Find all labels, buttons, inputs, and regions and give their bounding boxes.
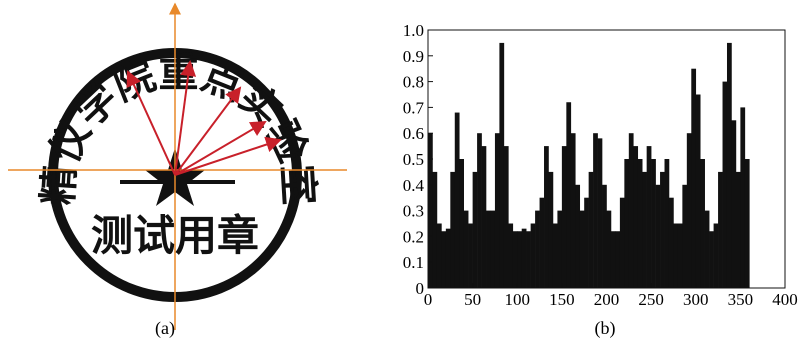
bar	[673, 224, 678, 289]
x-tick-label: 250	[638, 290, 664, 309]
bar	[450, 172, 455, 288]
bar	[441, 231, 446, 288]
bar	[508, 224, 513, 289]
bar	[566, 102, 571, 288]
bar	[723, 82, 728, 288]
stamp-panel: 精仪学院重点实验室 测试用章 (a)	[8, 4, 347, 339]
caption: (a)	[155, 318, 175, 339]
bar	[629, 133, 634, 288]
bar	[745, 159, 750, 288]
bar	[624, 159, 629, 288]
bar	[517, 231, 522, 288]
bar	[455, 113, 460, 288]
bar	[531, 224, 536, 289]
bar	[557, 211, 562, 288]
bar	[504, 146, 509, 288]
y-tick-label: 1.0	[403, 21, 424, 40]
bar	[495, 133, 500, 288]
bar	[611, 231, 616, 288]
bar	[446, 229, 451, 288]
bar	[602, 185, 607, 288]
bar	[696, 95, 701, 289]
bar	[736, 172, 741, 288]
x-tick-label: 200	[594, 290, 620, 309]
bar	[714, 224, 719, 289]
x-tick-label: 350	[728, 290, 754, 309]
y-tick-label: 0.3	[403, 202, 424, 221]
bar	[522, 229, 527, 288]
bar	[593, 133, 598, 288]
y-tick-label: 0.6	[403, 124, 424, 143]
x-tick-label: 0	[424, 290, 433, 309]
bar	[651, 159, 656, 288]
bar	[468, 224, 473, 289]
x-tick-label: 400	[772, 290, 798, 309]
x-tick-label: 100	[505, 290, 531, 309]
x-tick-label: 50	[464, 290, 481, 309]
bar	[477, 133, 482, 288]
y-tick-label: 0.8	[403, 73, 424, 92]
y-tick-label: 0.9	[403, 47, 424, 66]
figure: 精仪学院重点实验室 测试用章 (a) 00.10.20.30.40.50.60.…	[0, 0, 801, 344]
bar	[575, 185, 580, 288]
bar	[718, 172, 723, 288]
y-tick-label: 0.1	[403, 253, 424, 272]
bar	[432, 172, 437, 288]
bar	[687, 133, 692, 288]
x-tick-label: 150	[549, 290, 575, 309]
bar	[691, 69, 696, 288]
bar	[638, 159, 643, 288]
bar	[589, 172, 594, 288]
bar	[615, 231, 620, 288]
y-tick-label: 0.5	[403, 150, 424, 169]
bar	[700, 159, 705, 288]
y-tick-label: 0	[416, 279, 425, 298]
bar	[513, 231, 518, 288]
bar	[678, 224, 683, 289]
bar	[584, 198, 589, 288]
bar	[647, 146, 652, 288]
bar	[669, 198, 674, 288]
bar	[548, 172, 553, 288]
bar	[727, 43, 732, 288]
bar	[607, 211, 612, 288]
bar	[482, 146, 487, 288]
bar	[633, 146, 638, 288]
bar	[580, 211, 585, 288]
y-tick-label: 0.4	[403, 176, 425, 195]
bar	[544, 146, 549, 288]
x-tick-label: 300	[683, 290, 709, 309]
bar	[526, 231, 531, 288]
bar	[499, 43, 504, 288]
bar	[535, 211, 540, 288]
bar	[709, 231, 714, 288]
bar	[553, 224, 558, 289]
bar	[464, 211, 469, 288]
bar	[486, 211, 491, 288]
bar	[740, 107, 745, 288]
bar	[682, 185, 687, 288]
bar	[437, 224, 442, 289]
bar	[571, 133, 576, 288]
bar	[459, 159, 464, 288]
bar	[731, 120, 736, 288]
bar	[705, 211, 710, 288]
bar	[598, 138, 603, 288]
bar	[660, 172, 665, 288]
bar	[665, 159, 670, 288]
y-tick-label: 0.7	[403, 98, 425, 117]
bar	[562, 146, 567, 288]
bar	[490, 211, 495, 288]
bar	[540, 198, 545, 288]
y-tick-label: 0.2	[403, 227, 424, 246]
caption: (b)	[595, 318, 616, 339]
bar	[642, 172, 647, 288]
bar	[620, 198, 625, 288]
bar	[656, 185, 661, 288]
bar	[473, 172, 478, 288]
